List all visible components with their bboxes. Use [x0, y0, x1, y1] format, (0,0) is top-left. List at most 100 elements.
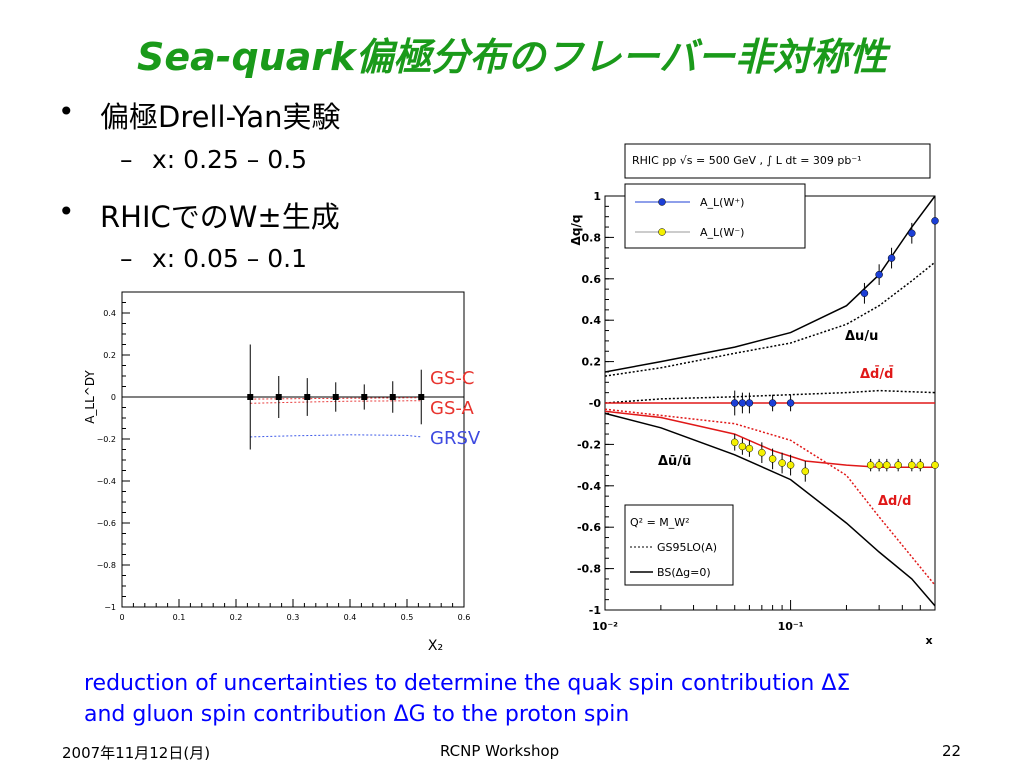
bullet-1-dash: –: [120, 145, 133, 174]
y-tick-label: 0.6: [582, 273, 602, 286]
y-tick-label: −0.6: [97, 519, 116, 528]
bullet-dot-1: •: [58, 95, 75, 128]
w-plus-point: [768, 399, 777, 407]
header-box: [624, 143, 931, 179]
legend-marker-w-minus: [658, 228, 666, 236]
note-line-1: reduction of uncertainties to determine …: [84, 671, 851, 696]
y-tick-label: 0.2: [582, 356, 602, 369]
w-minus-point: [866, 461, 875, 469]
footer-page-number: 22: [942, 742, 962, 760]
x-tick-label: 0.2: [230, 613, 243, 622]
bullet-1-text: 偏極Drell-Yan実験: [100, 100, 341, 134]
legend-label-gs95: GS95LO(A): [657, 541, 717, 554]
w-plus-point: [887, 254, 896, 262]
legend-marker-w-plus: [658, 198, 666, 206]
y-tick-label: −0.2: [97, 435, 116, 444]
y-tick-label: −1: [104, 603, 116, 612]
w-minus-point: [738, 442, 747, 451]
data-point: [418, 394, 425, 400]
y-tick-label: 0: [111, 393, 116, 402]
w-minus-point: [786, 461, 795, 469]
x-tick-label: 0.3: [287, 613, 300, 622]
curve-label-ubar: Δū/ū: [658, 454, 691, 469]
x-axis-label: X₂: [428, 638, 443, 654]
data-point: [332, 394, 339, 400]
header-text: RHIC pp √s = 500 GeV , ∫ L dt = 309 pb⁻¹: [632, 154, 862, 167]
data-point: [361, 394, 368, 400]
data-point: [304, 394, 311, 400]
y-tick-label: 0.2: [103, 351, 116, 360]
footer-center: RCNP Workshop: [440, 742, 560, 760]
curve-0: [604, 195, 936, 373]
legend-label-w-minus: A_L(W⁻): [700, 226, 744, 239]
data-point: [275, 394, 282, 400]
y-axis-label: Δq/q: [569, 215, 583, 246]
curve-label-dbar: Δd̄/d̄: [860, 366, 893, 382]
curve-label-d: Δd/d: [878, 494, 911, 509]
x-axis-label: x: [925, 634, 932, 647]
w-minus-point: [745, 444, 754, 453]
legend-gs-a: GS-A: [430, 398, 474, 419]
w-plus-point: [931, 217, 939, 225]
data-point: [247, 394, 254, 400]
curve-6: [604, 412, 936, 607]
w-minus-point: [931, 461, 939, 469]
curve-1: [604, 261, 936, 377]
theory-curve-grsv: [250, 434, 422, 438]
y-tick-label: −0.4: [97, 477, 116, 486]
bullet-2-text: RHICでのW±生成: [100, 200, 340, 234]
legend-gs-c: GS-C: [430, 368, 474, 389]
w-plus-point: [860, 289, 869, 298]
w-minus-point: [778, 459, 786, 467]
y-tick-label: -0.4: [577, 480, 601, 493]
bullet-1-sub: x: 0.25 – 0.5: [152, 145, 307, 174]
w-plus-point: [875, 270, 883, 279]
w-minus-point: [758, 448, 766, 457]
curve-label-u: Δu/u: [845, 329, 878, 344]
w-plus-point: [745, 399, 754, 407]
x-tick-label: 10⁻¹: [778, 620, 804, 633]
curve-5: [604, 408, 936, 586]
data-point: [389, 394, 396, 400]
drell-yan-asymmetry-chart: −1 −0.8 −0.6 −0.4 −0.2 0 0.2 0.4 0 0.1 0.2 0.3 0.4 0.…: [83, 291, 481, 654]
w-minus-point: [908, 461, 916, 469]
w-plus-point: [908, 229, 916, 238]
w-plus-point: [738, 399, 747, 407]
x-tick-label: 10⁻²: [592, 620, 618, 633]
x-tick-label: 0: [119, 613, 124, 622]
y-tick-label: −0.8: [97, 561, 116, 570]
w-minus-point: [768, 455, 777, 463]
w-minus-point: [916, 461, 925, 469]
y-axis-label: A_LL^DY: [83, 370, 97, 424]
w-minus-point: [801, 467, 810, 476]
y-tick-label: -0: [589, 397, 602, 410]
top-legend-box: [624, 183, 806, 249]
y-tick-label: 0.4: [103, 309, 116, 318]
x-tick-label: 0.5: [401, 613, 414, 622]
bullet-2-dash: –: [120, 244, 133, 273]
y-tick-label: 1: [593, 190, 601, 203]
y-tick-label: -0.2: [577, 438, 601, 451]
w-minus-point: [730, 438, 739, 447]
legend-scale: Q² = M_W²: [630, 516, 690, 529]
note-line-2: and gluon spin contribution ΔG to the pr…: [84, 702, 630, 727]
plot-frame: [121, 291, 465, 608]
w-production-asymmetry-chart: -1 -0.8 -0.6 -0.4 -0.2 -0 0.2 0.4 0.6 0.8 1 10⁻² 10⁻…: [569, 143, 939, 647]
w-plus-point: [730, 399, 739, 407]
x-tick-label: 0.4: [344, 613, 357, 622]
x-tick-label: 0.6: [458, 613, 471, 622]
legend-grsv: GRSV: [430, 428, 481, 449]
bullet-2-sub: x: 0.05 – 0.1: [152, 244, 307, 273]
x-tick-label: 0.1: [173, 613, 186, 622]
w-plus-point: [786, 399, 795, 407]
y-tick-label: 0.4: [582, 314, 602, 327]
y-tick-label: 0.8: [582, 231, 602, 244]
legend-label-bs: BS(Δg=0): [657, 566, 711, 579]
y-tick-label: -0.6: [577, 521, 601, 534]
curve-2: [604, 389, 936, 404]
y-tick-label: -1: [589, 604, 601, 617]
conclusion-note: reduction of uncertainties to determine …: [84, 668, 850, 730]
w-minus-point: [883, 461, 891, 469]
bullet-dot-2: •: [58, 195, 75, 228]
y-tick-label: -0.8: [577, 563, 601, 576]
